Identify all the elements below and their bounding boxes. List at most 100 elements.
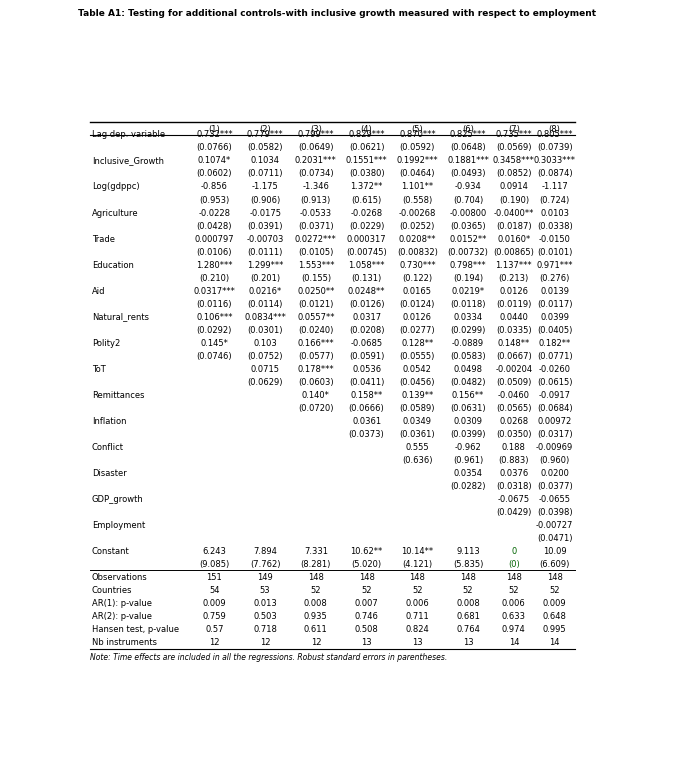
Text: Note: Time effects are included in all the regressions. Robust standard errors i: Note: Time effects are included in all t… (90, 653, 447, 661)
Text: (0.0126): (0.0126) (349, 300, 384, 308)
Text: 0.013: 0.013 (253, 599, 277, 608)
Text: (0.0746): (0.0746) (196, 352, 232, 361)
Text: 7.894: 7.894 (253, 547, 277, 556)
Text: (0.0583): (0.0583) (450, 352, 486, 361)
Text: 0.103: 0.103 (253, 339, 277, 347)
Text: (0.00832): (0.00832) (397, 248, 438, 256)
Text: 0.156**: 0.156** (452, 391, 484, 399)
Text: 53: 53 (260, 586, 271, 594)
Text: (9.085): (9.085) (199, 559, 230, 569)
Text: Natural_rents: Natural_rents (92, 312, 148, 322)
Text: 0.009: 0.009 (543, 599, 566, 608)
Text: 0.0160*: 0.0160* (497, 235, 531, 243)
Text: Countries: Countries (92, 586, 132, 594)
Text: (0.0208): (0.0208) (349, 326, 384, 335)
Text: (0.0116): (0.0116) (196, 300, 232, 308)
Text: (6): (6) (462, 124, 474, 134)
Text: -0.0917: -0.0917 (539, 391, 570, 399)
Text: (0.0399): (0.0399) (450, 430, 486, 439)
Text: (0.0603): (0.0603) (298, 378, 333, 387)
Text: 149: 149 (257, 573, 273, 582)
Text: 13: 13 (412, 638, 423, 646)
Text: 148: 148 (410, 573, 425, 582)
Text: (0.0464): (0.0464) (400, 169, 435, 179)
Text: (0.0119): (0.0119) (496, 300, 531, 308)
Text: -0.00800: -0.00800 (450, 208, 487, 218)
Text: -0.0228: -0.0228 (198, 208, 230, 218)
Text: 0.2031***: 0.2031*** (295, 156, 337, 166)
Text: (0.00732): (0.00732) (448, 248, 489, 256)
Text: (0.615): (0.615) (352, 196, 382, 204)
Text: -1.117: -1.117 (541, 183, 568, 191)
Text: 12: 12 (310, 638, 321, 646)
Text: (0.0282): (0.0282) (450, 482, 486, 490)
Text: AR(1): p-value: AR(1): p-value (92, 599, 152, 608)
Text: 0.0376: 0.0376 (500, 469, 529, 478)
Text: GDP_growth: GDP_growth (92, 495, 144, 503)
Text: -0.0533: -0.0533 (300, 208, 332, 218)
Text: 0.0200: 0.0200 (540, 469, 569, 478)
Text: (0.0428): (0.0428) (196, 221, 232, 231)
Text: 0.825***: 0.825*** (450, 131, 486, 139)
Text: -0.0460: -0.0460 (498, 391, 530, 399)
Text: (2): (2) (259, 124, 271, 134)
Text: (0.131): (0.131) (352, 274, 382, 283)
Text: (4): (4) (360, 124, 373, 134)
Text: (0.0648): (0.0648) (450, 144, 486, 152)
Text: (0.0615): (0.0615) (537, 378, 572, 387)
Text: 0.711: 0.711 (406, 611, 429, 621)
Text: (3): (3) (310, 124, 322, 134)
Text: (0.0373): (0.0373) (349, 430, 385, 439)
Text: (0.0631): (0.0631) (450, 403, 486, 413)
Text: 0.633: 0.633 (502, 611, 526, 621)
Text: -0.0400**: -0.0400** (493, 208, 534, 218)
Text: 0.829***: 0.829*** (348, 131, 385, 139)
Text: 0.935: 0.935 (304, 611, 328, 621)
Text: 0.006: 0.006 (406, 599, 429, 608)
Text: (6.609): (6.609) (539, 559, 570, 569)
Text: Nb instruments: Nb instruments (92, 638, 157, 646)
Text: Observations: Observations (92, 573, 147, 582)
Text: (0.194): (0.194) (453, 274, 483, 283)
Text: (4.121): (4.121) (402, 559, 433, 569)
Text: (0.960): (0.960) (539, 455, 570, 465)
Text: 0.158**: 0.158** (350, 391, 383, 399)
Text: (0.0509): (0.0509) (496, 378, 531, 387)
Text: 14: 14 (508, 638, 519, 646)
Text: (0): (0) (508, 559, 520, 569)
Text: (1): (1) (209, 124, 220, 134)
Text: 52: 52 (508, 586, 519, 594)
Text: 12: 12 (260, 638, 271, 646)
Text: 1.553***: 1.553*** (298, 260, 334, 270)
Text: 0.648: 0.648 (543, 611, 566, 621)
Text: (0.213): (0.213) (499, 274, 529, 283)
Text: 0.128**: 0.128** (401, 339, 433, 347)
Text: 0.746: 0.746 (354, 611, 379, 621)
Text: 0.0152**: 0.0152** (450, 235, 487, 243)
Text: 10.09: 10.09 (543, 547, 566, 556)
Text: (0.0569): (0.0569) (496, 144, 532, 152)
Text: 0.139**: 0.139** (401, 391, 433, 399)
Text: 0.000317: 0.000317 (347, 235, 386, 243)
Text: 0.0139: 0.0139 (540, 287, 569, 295)
Text: (0.0361): (0.0361) (400, 430, 435, 439)
Text: 52: 52 (549, 586, 560, 594)
Text: (0.0301): (0.0301) (247, 326, 283, 335)
Text: (5.835): (5.835) (453, 559, 483, 569)
Text: (0.210): (0.210) (199, 274, 230, 283)
Text: (0.724): (0.724) (539, 196, 570, 204)
Text: (0.0111): (0.0111) (248, 248, 283, 256)
Text: 0.0361: 0.0361 (352, 416, 381, 426)
Text: AR(2): p-value: AR(2): p-value (92, 611, 152, 621)
Text: 0.0272***: 0.0272*** (295, 235, 337, 243)
Text: (0.0317): (0.0317) (537, 430, 572, 439)
Text: 0.166***: 0.166*** (298, 339, 334, 347)
Text: (0.636): (0.636) (402, 455, 433, 465)
Text: -0.00969: -0.00969 (536, 443, 573, 451)
Text: Log(gdppc): Log(gdppc) (92, 183, 139, 191)
Text: (0.883): (0.883) (499, 455, 529, 465)
Text: 14: 14 (549, 638, 560, 646)
Text: 0.106***: 0.106*** (196, 312, 233, 322)
Text: 0.3033***: 0.3033*** (534, 156, 576, 166)
Text: 0.0349: 0.0349 (403, 416, 432, 426)
